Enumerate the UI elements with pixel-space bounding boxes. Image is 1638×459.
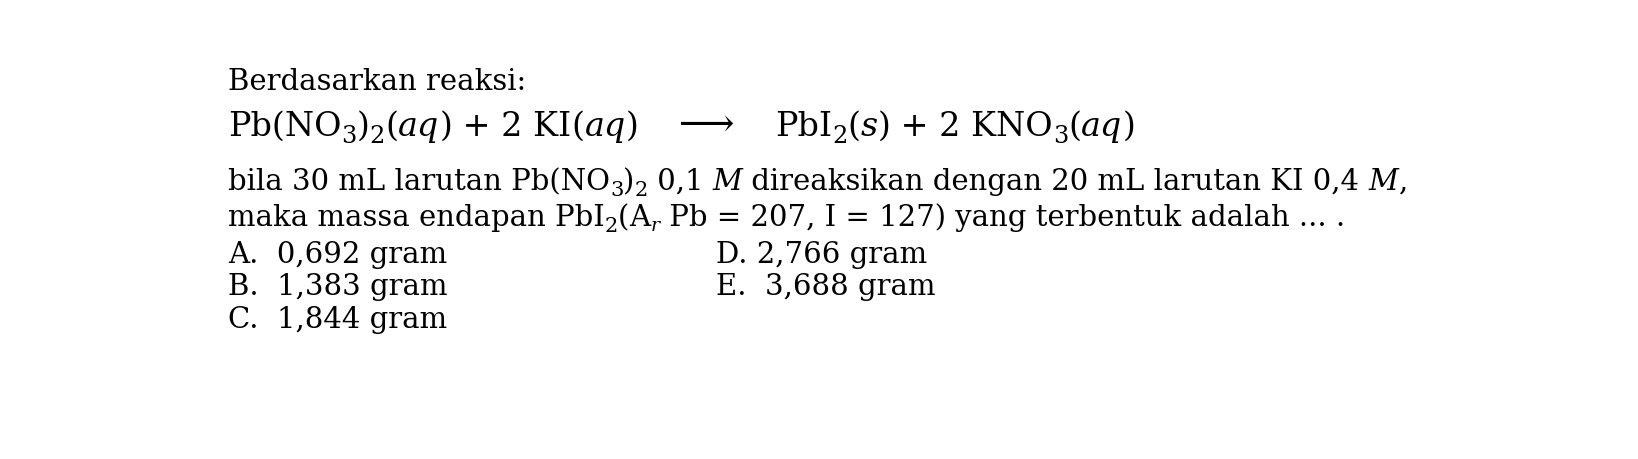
Text: aq: aq	[585, 111, 626, 143]
Text: B.  1,383 gram: B. 1,383 gram	[228, 273, 447, 301]
Text: (: (	[385, 111, 398, 143]
Text: D. 2,766 gram: D. 2,766 gram	[716, 241, 927, 269]
Text: aq: aq	[398, 111, 439, 143]
Text: M: M	[1369, 168, 1399, 196]
Text: 3: 3	[1053, 125, 1068, 148]
Text: s: s	[860, 111, 878, 143]
Text: PbI: PbI	[775, 111, 832, 143]
Text: 2: 2	[370, 125, 385, 148]
Text: A: A	[629, 204, 650, 232]
Text: (: (	[1068, 111, 1081, 143]
Text: aq: aq	[1081, 111, 1122, 143]
Text: ⟶: ⟶	[654, 107, 760, 144]
Text: 2: 2	[604, 217, 618, 236]
Text: (: (	[572, 111, 585, 143]
Text: ): )	[626, 111, 639, 143]
Text: (: (	[847, 111, 860, 143]
Text: direaksikan dengan 20 mL larutan KI 0,4: direaksikan dengan 20 mL larutan KI 0,4	[742, 168, 1369, 196]
Text: (: (	[618, 204, 629, 232]
Text: E.  3,688 gram: E. 3,688 gram	[716, 273, 935, 301]
Text: 2: 2	[832, 125, 847, 148]
Text: Pb(NO: Pb(NO	[228, 111, 341, 143]
Text: + 2 KNO: + 2 KNO	[889, 111, 1053, 143]
Text: 3: 3	[341, 125, 357, 148]
Text: ): )	[357, 111, 370, 143]
Text: bila 30 mL larutan Pb(NO: bila 30 mL larutan Pb(NO	[228, 168, 609, 196]
Text: 0,1: 0,1	[649, 168, 713, 196]
Text: ,: ,	[1399, 168, 1409, 196]
Text: Pb = 207, I = 127) yang terbentuk adalah ... .: Pb = 207, I = 127) yang terbentuk adalah…	[660, 203, 1345, 232]
Text: ): )	[624, 168, 634, 196]
Text: maka massa endapan PbI: maka massa endapan PbI	[228, 204, 604, 232]
Text: A.  0,692 gram: A. 0,692 gram	[228, 241, 447, 269]
Text: r: r	[650, 217, 660, 235]
Text: ): )	[1122, 111, 1135, 143]
Text: M: M	[713, 168, 742, 196]
Text: C.  1,844 gram: C. 1,844 gram	[228, 305, 447, 333]
Text: Berdasarkan reaksi:: Berdasarkan reaksi:	[228, 67, 526, 95]
Text: ): )	[878, 111, 889, 143]
Text: ): )	[439, 111, 452, 143]
Text: 3: 3	[609, 181, 624, 200]
Text: 2: 2	[634, 181, 649, 200]
Text: + 2 KI: + 2 KI	[452, 111, 572, 143]
